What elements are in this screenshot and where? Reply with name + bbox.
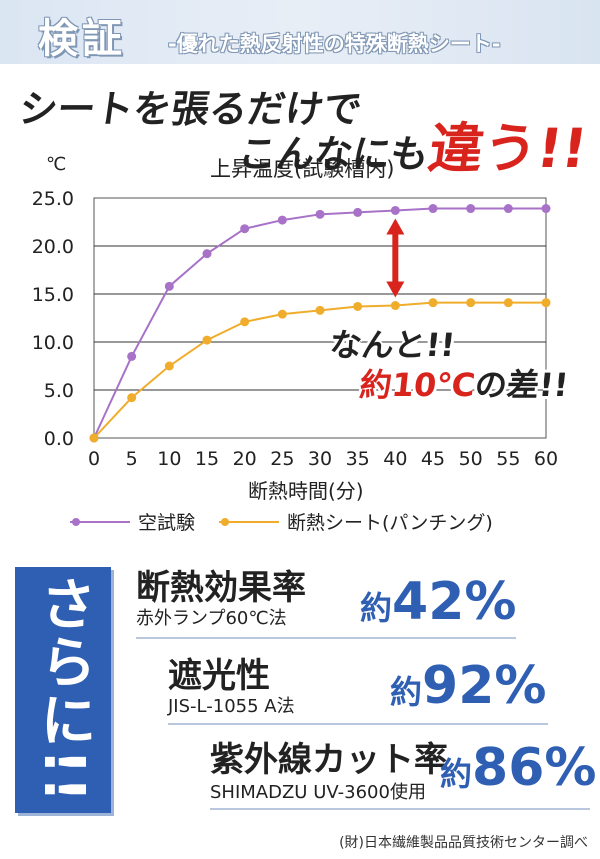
x-tick-label: 35 xyxy=(346,448,370,470)
chart-legend: 空試験 断熱シート(パンチング) xyxy=(70,508,517,535)
stat-title-insulation: 断熱効果率 xyxy=(136,568,306,608)
data-point xyxy=(466,204,476,214)
data-point xyxy=(503,298,513,308)
stat-number: 92% xyxy=(422,656,547,716)
x-tick-label: 45 xyxy=(421,448,445,470)
legend-swatch-purple xyxy=(70,515,130,529)
legend-item-blank-test: 空試験 xyxy=(70,508,195,535)
y-tick-label: 5.0 xyxy=(44,380,74,402)
data-point xyxy=(240,224,250,234)
legend-label-insulation-sheet: 断熱シート(パンチング) xyxy=(287,512,493,534)
header-banner: 検証 -優れた熱反射性の特殊断熱シート- xyxy=(0,0,600,64)
plot-frame xyxy=(93,197,547,439)
header-title: 検証 xyxy=(38,16,126,62)
arrow-shaft xyxy=(392,232,399,284)
stat-number: 86% xyxy=(472,738,597,798)
sarani-box: さらに!! xyxy=(15,567,111,813)
stat-value-uv-cut: 約86% xyxy=(440,738,596,798)
stat-prefix: 約 xyxy=(360,589,393,627)
x-tick-label: 55 xyxy=(496,448,520,470)
x-tick-label: 50 xyxy=(459,448,483,470)
y-tick-label: 15.0 xyxy=(32,284,74,306)
data-point xyxy=(164,361,174,371)
x-tick-label: 40 xyxy=(383,448,407,470)
stat-method-insulation: 赤外ランプ60℃法 xyxy=(136,608,287,629)
data-point xyxy=(315,209,325,219)
arrow-head-down xyxy=(386,281,405,298)
legend-label-blank-test: 空試験 xyxy=(138,512,196,534)
data-point xyxy=(428,298,438,308)
data-point xyxy=(127,351,137,361)
x-tick-label: 20 xyxy=(233,448,257,470)
arrow-head-up xyxy=(386,218,405,235)
x-tick-label: 0 xyxy=(88,448,100,470)
header-subtitle: -優れた熱反射性の特殊断熱シート- xyxy=(168,32,501,56)
chart-y-ticks: 0.0 5.0 10.0 15.0 20.0 25.0 xyxy=(32,188,74,450)
chart-y-unit: ℃ xyxy=(46,154,66,175)
stat-value-shading: 約92% xyxy=(390,656,546,716)
sarani-text: さらに!! xyxy=(31,575,96,805)
stat-title-uv-cut: 紫外線カット率 xyxy=(210,740,448,780)
callout-suffix: の差!! xyxy=(473,366,571,404)
temperature-line-chart: ℃ 上昇温度(試験槽内) 0.0 5.0 10.0 15.0 20.0 25.0 0 5 10… xyxy=(32,154,558,503)
stat-prefix: 約 xyxy=(440,755,473,793)
chart-x-label: 断熱時間(分) xyxy=(248,479,364,503)
stat-prefix: 約 xyxy=(390,673,423,711)
stat-number: 42% xyxy=(392,572,517,632)
x-tick-label: 60 xyxy=(534,448,558,470)
callout-line2: 約10℃の差!! xyxy=(358,360,571,406)
data-point xyxy=(390,205,400,215)
data-point xyxy=(428,204,438,214)
data-point xyxy=(277,309,287,319)
x-tick-label: 15 xyxy=(195,448,219,470)
chart-title: 上昇温度(試験槽内) xyxy=(210,157,394,181)
data-point xyxy=(202,335,212,345)
data-point xyxy=(202,249,212,259)
stat-method-uv-cut: SHIMADZU UV-3600使用 xyxy=(210,782,426,803)
stat-method-shading: JIS-L-1055 A法 xyxy=(168,696,295,717)
y-tick-label: 0.0 xyxy=(44,428,74,450)
stat-title-shading: 遮光性 xyxy=(168,656,270,696)
data-point xyxy=(503,204,513,214)
x-tick-label: 10 xyxy=(157,448,181,470)
stat-divider xyxy=(136,637,516,639)
y-tick-label: 20.0 xyxy=(32,236,74,258)
stat-divider xyxy=(168,723,548,725)
data-point xyxy=(541,204,551,214)
data-point xyxy=(353,207,363,217)
data-point xyxy=(164,281,174,291)
data-point xyxy=(89,433,99,443)
stat-divider xyxy=(210,808,590,810)
data-point xyxy=(353,301,363,311)
x-tick-label: 25 xyxy=(270,448,294,470)
x-tick-label: 30 xyxy=(308,448,332,470)
chart-grid xyxy=(93,197,547,439)
footnote: (財)日本繊維製品品質技術センター調べ xyxy=(339,835,588,851)
chart-series xyxy=(89,204,551,443)
data-point xyxy=(315,305,325,315)
y-tick-label: 10.0 xyxy=(32,332,74,354)
legend-item-insulation-sheet: 断熱シート(パンチング) xyxy=(219,508,493,535)
callout-accent: 約10℃ xyxy=(357,366,478,404)
y-tick-label: 25.0 xyxy=(32,188,74,210)
data-point xyxy=(390,301,400,311)
data-point xyxy=(240,317,250,327)
data-point xyxy=(466,298,476,308)
data-point xyxy=(277,215,287,225)
data-point xyxy=(541,298,551,308)
x-tick-label: 5 xyxy=(126,448,138,470)
data-point xyxy=(127,393,137,403)
stat-value-insulation: 約42% xyxy=(360,572,516,632)
difference-arrow xyxy=(386,218,405,298)
chart-x-ticks: 0 5 10 15 20 25 30 35 40 45 50 55 60 xyxy=(88,448,558,470)
legend-swatch-orange xyxy=(219,515,280,529)
